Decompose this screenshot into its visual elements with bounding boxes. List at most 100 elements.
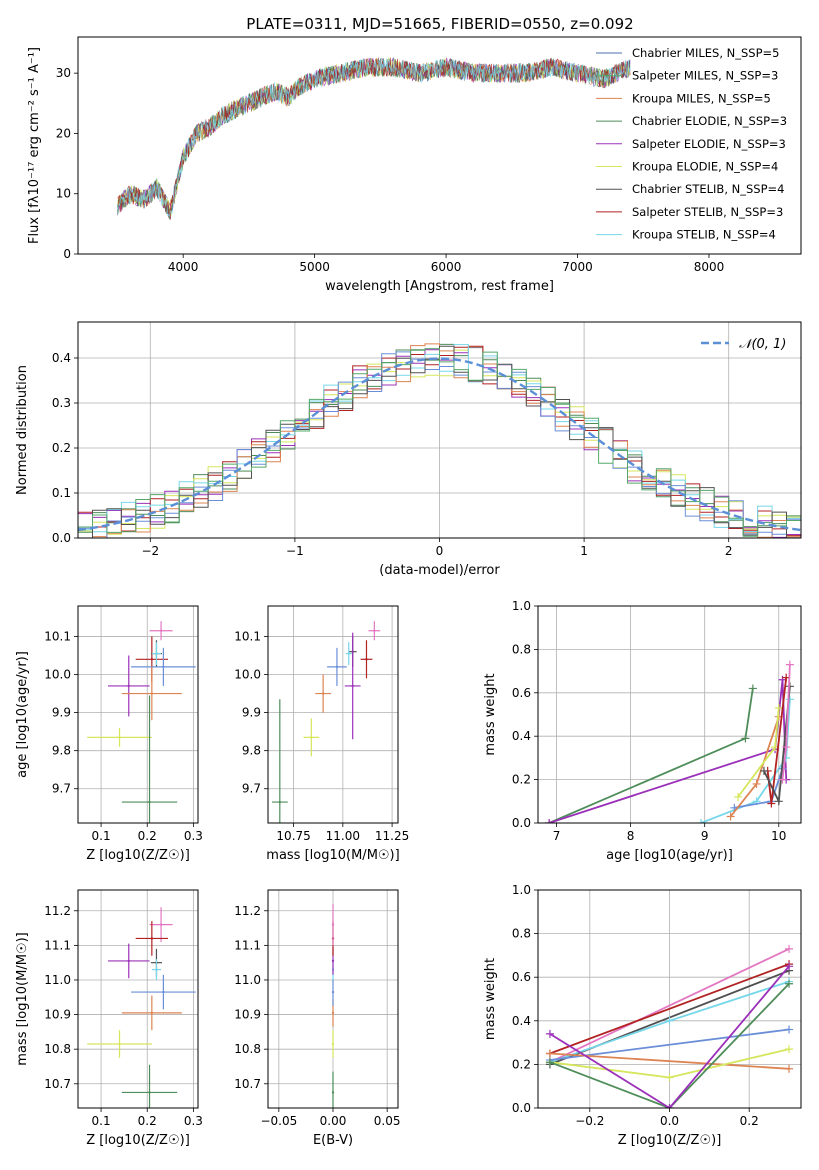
data-point [365,658,368,661]
y-tick-label: 11.0 [234,973,261,987]
legend-entry: Kroupa MILES, N_SSP=5 [632,91,771,105]
chart-residuals: −2 −1 0 1 2 0.0 0.1 0.2 0.3 0.4 (data-model)/error… [15,321,802,578]
data-point [310,736,313,739]
data-point [545,819,554,823]
y-tick-label: 0.8 [512,927,531,941]
legend-entry: Kroupa ELODIE, N_SSP=4 [632,160,778,174]
x-tick-label: 0 [436,544,444,558]
x-tick-label: 0.1 [92,1114,111,1128]
x-tick-label: 2 [725,544,733,558]
spectrum-line [117,57,631,218]
y-tick-label: 0.6 [512,970,531,984]
x-tick-label: 0.3 [184,1114,203,1128]
data-point [785,1025,794,1034]
data-point [150,1011,154,1015]
x-axis-label: Z [log10(Z/Z☉)] [86,848,190,863]
y-tick-label: 30 [56,66,71,80]
data-point [331,959,335,963]
x-tick-label: 10.75 [276,829,310,843]
y-tick-label: 0.0 [52,531,71,545]
weight-line [549,983,790,1108]
data-point [162,990,165,994]
y-tick-label: 11.2 [234,904,261,918]
x-axis-label: Z [log10(Z/Z☉)] [86,1133,190,1148]
data-point [335,665,339,669]
plot-area [117,56,631,220]
data-point [726,812,735,821]
data-point [665,1016,674,1025]
data-point [545,1058,554,1067]
x-tick-label: 0.2 [138,829,157,843]
data-point [696,819,705,823]
data-point [785,660,794,669]
x-tick-label: −0.05 [260,1114,297,1128]
data-point [785,979,794,988]
x-axis-label: mass [log10(M/M☉)] [266,848,399,863]
chart-age-vs-mass: 10.75 11.00 11.25 9.7 9.8 9.9 10.0 10.1 mass [lo… [234,605,409,863]
y-tick-label: 1.0 [512,599,531,613]
data-point [785,1045,794,1054]
legend-entry: Salpeter MILES, N_SSP=3 [632,69,778,83]
chart-spectrum: 4000 5000 6000 7000 8000 0 10 20 30 wavelength [A… [27,36,802,294]
axes-frame [267,889,399,1109]
y-tick-label: 9.8 [52,744,71,758]
y-tick-label: 0.0 [512,1101,531,1115]
y-tick-label: 11.1 [234,938,261,952]
y-tick-label: 0.8 [512,642,531,656]
axes-frame [537,889,802,1109]
histogram-step [78,348,801,537]
x-tick-label: 6000 [431,260,462,274]
data-point [148,800,151,804]
chart-massweight-vs-Z: −0.2 0.0 0.2 0.0 0.2 0.4 0.6 0.8 1.0 Z [log10(Z/Z… [483,883,802,1148]
y-tick-label: 20 [56,126,71,140]
legend-entry: Chabrier ELODIE, N_SSP=3 [632,114,787,128]
x-tick-label: −0.2 [575,1114,604,1128]
data-point [148,1091,151,1094]
y-tick-label: 10.7 [44,1077,71,1091]
data-point [331,1011,335,1015]
x-tick-label: 7000 [562,260,593,274]
data-point [774,797,783,806]
y-tick-label: 10.9 [44,1008,71,1022]
chart-age-vs-Z: 0.1 0.2 0.3 9.7 9.8 9.9 10.0 10.1 Z [log10(Z/Z☉)… [15,605,203,863]
y-tick-label: 9.8 [242,744,261,758]
weight-line [549,1028,790,1061]
data-point [351,684,354,688]
data-point [785,1064,794,1073]
data-point [127,959,130,963]
data-point [150,692,154,695]
data-point [118,1042,121,1046]
x-tick-label: 4000 [168,260,199,274]
x-tick-label: 5000 [299,260,330,274]
y-tick-label: 10.9 [234,1008,261,1022]
data-point [665,1104,674,1108]
data-point [734,792,743,801]
y-tick-label: 1.0 [512,883,531,897]
chart-massweight-vs-age: 7 8 9 10 0.0 0.2 0.4 0.6 0.8 1.0 age [log10(age/yr… [483,599,802,863]
data-point [785,944,794,953]
data-point [150,658,154,661]
x-tick-label: 10 [771,829,786,843]
x-tick-label: −1 [286,544,304,558]
y-tick-label: 10.7 [234,1077,261,1091]
axes-frame [77,889,199,1109]
y-tick-label: 10.1 [234,629,261,643]
data-point [159,629,163,632]
data-point [785,695,794,704]
plot-area [268,606,398,823]
y-tick-label: 9.9 [52,706,71,720]
y-tick-label: 9.7 [52,782,71,796]
data-point [665,1073,674,1082]
data-point [278,800,282,804]
data-point [778,775,787,784]
y-axis-label: mass weight [483,958,498,1040]
data-point [782,743,791,752]
y-tick-label: 10.8 [44,1042,71,1056]
x-tick-label: 0.2 [138,1114,157,1128]
weight-line [549,948,790,1064]
y-axis-label: Normed distribution [15,365,30,495]
y-tick-label: 10.1 [44,629,71,643]
y-tick-label: 11.1 [44,938,71,952]
x-tick-label: 0.3 [184,829,203,843]
legend-entry: 𝒩(0, 1) [739,337,786,352]
